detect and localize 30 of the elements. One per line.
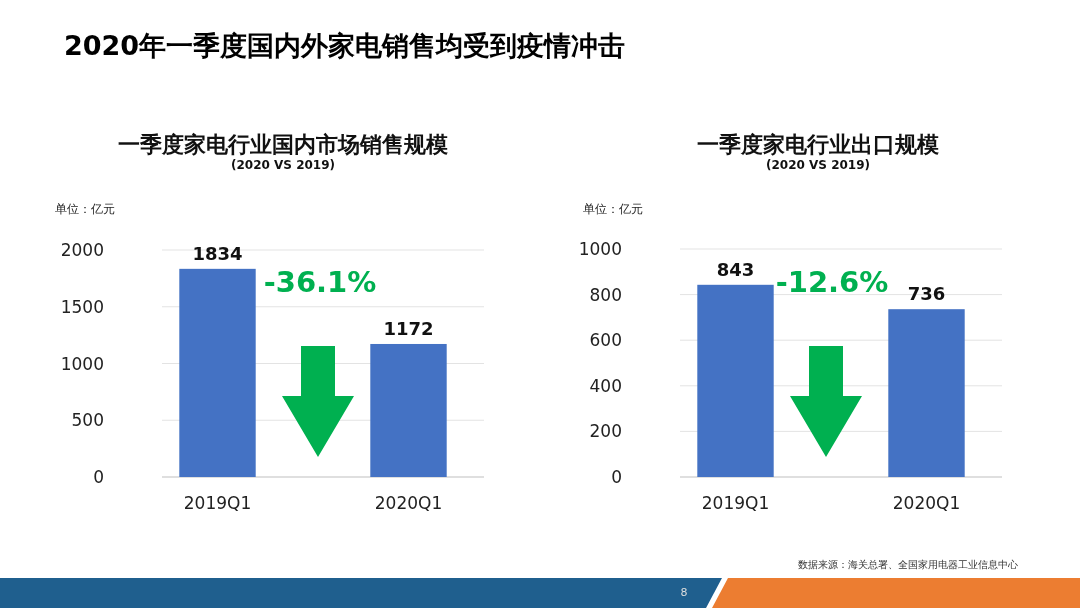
y-tick-label: 1500: [60, 296, 104, 317]
x-tick-label: 2020Q1: [892, 493, 961, 513]
x-tick-label: 2019Q1: [701, 493, 770, 513]
y-tick-label: 800: [589, 284, 622, 305]
annotation: -12.6%: [775, 265, 889, 299]
y-tick-label: 500: [71, 410, 104, 431]
data-label: 1172: [383, 317, 434, 339]
data-label: 1834: [192, 242, 243, 264]
y-axis-title: 单位：亿元: [583, 202, 643, 216]
y-tick-label: 1000: [578, 239, 622, 259]
text: 2020年一季度国内外家电销售均受到疫情冲击: [64, 30, 626, 61]
text: 8: [680, 586, 688, 599]
annotation: -36.1%: [263, 265, 377, 299]
source-note: 数据来源：海关总署、全国家用电器工业信息中心: [798, 559, 1018, 570]
chart-title: 一季度家电行业国内市场销售规模: [118, 132, 448, 157]
y-tick-label: 2000: [60, 240, 104, 260]
y-tick-label: 400: [589, 375, 622, 396]
x-tick-label: 2019Q1: [183, 493, 252, 513]
data-label: 843: [716, 258, 755, 280]
y-tick-label: 0: [611, 467, 622, 487]
y-tick-label: 200: [589, 421, 622, 442]
chart-subtitle: (2020 VS 2019): [230, 158, 336, 172]
y-tick-label: 1000: [60, 353, 104, 374]
chart-subtitle: (2020 VS 2019): [765, 158, 871, 172]
y-tick-label: 0: [93, 467, 104, 487]
data-label: 736: [907, 283, 946, 305]
x-tick-label: 2020Q1: [374, 493, 443, 513]
y-axis-title: 单位：亿元: [55, 202, 115, 216]
chart-title: 一季度家电行业出口规模: [697, 132, 939, 157]
y-tick-label: 600: [589, 330, 622, 351]
